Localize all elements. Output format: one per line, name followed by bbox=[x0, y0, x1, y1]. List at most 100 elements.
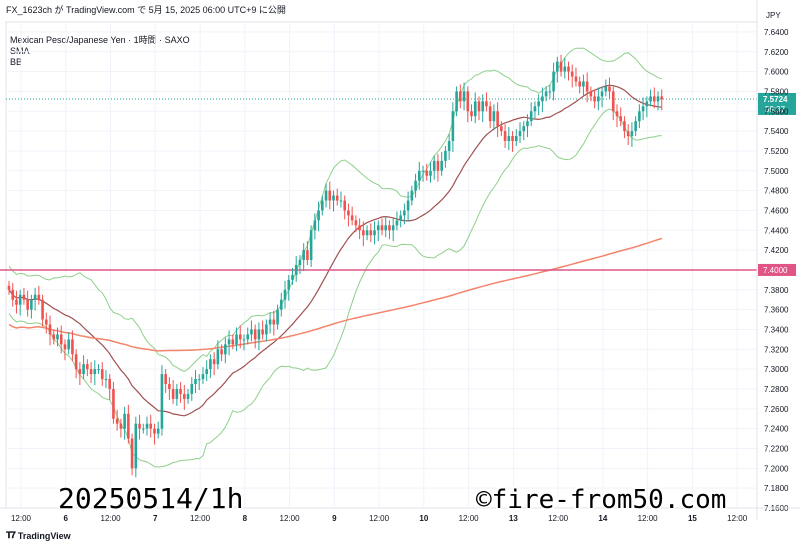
candle-body bbox=[335, 195, 339, 201]
date-watermark: 20250514/1h bbox=[58, 482, 243, 515]
candle-body bbox=[317, 210, 320, 221]
candle-body bbox=[376, 225, 380, 231]
candle-body bbox=[112, 388, 115, 419]
candle-body bbox=[656, 96, 660, 102]
x-tick-label: 15 bbox=[688, 514, 697, 523]
candle-body bbox=[526, 121, 529, 127]
candle-body bbox=[485, 101, 488, 107]
candle-body bbox=[156, 428, 160, 434]
candle-body bbox=[529, 111, 533, 122]
candle-body bbox=[48, 324, 52, 335]
x-tick-label: 12:00 bbox=[459, 514, 480, 523]
candle-body bbox=[190, 384, 194, 394]
candle-body bbox=[444, 150, 447, 161]
candle-body bbox=[556, 61, 559, 72]
candle-body bbox=[123, 413, 126, 429]
candle-body bbox=[15, 299, 18, 305]
candle-body bbox=[544, 91, 548, 97]
chart-legend: Mexican Peso/Japanese Yen · 1時間 · SAXO S… bbox=[10, 35, 190, 68]
y-tick-label: 7.4400 bbox=[764, 226, 789, 235]
candle-body bbox=[104, 379, 108, 381]
candle-body bbox=[477, 101, 481, 112]
y-tick-label: 7.1800 bbox=[764, 484, 789, 493]
candle-body bbox=[231, 339, 235, 345]
y-tick-label: 7.4800 bbox=[764, 187, 789, 196]
candle-body bbox=[18, 294, 22, 305]
candle-body bbox=[597, 96, 600, 102]
candle-body bbox=[261, 329, 264, 335]
candle-body bbox=[630, 131, 634, 137]
candle-body bbox=[388, 225, 391, 231]
candle-body bbox=[548, 91, 552, 93]
indicator-bb[interactable]: BB bbox=[10, 57, 23, 67]
candle-body bbox=[421, 170, 425, 172]
candle-body bbox=[283, 289, 287, 300]
sma-line bbox=[8, 84, 662, 417]
y-tick-label: 7.2600 bbox=[764, 405, 789, 414]
candle-body bbox=[391, 225, 395, 231]
candle-body bbox=[455, 91, 458, 112]
currency-label: JPY bbox=[766, 11, 781, 20]
candle-body bbox=[179, 388, 182, 394]
candle-body bbox=[567, 66, 570, 72]
candles bbox=[7, 54, 664, 478]
candle-body bbox=[272, 319, 276, 325]
candle-body bbox=[350, 215, 354, 221]
candle-body bbox=[514, 136, 518, 142]
copyright-watermark: ©fire-from50.com bbox=[476, 485, 726, 515]
indicator-sma[interactable]: SMA bbox=[10, 46, 30, 56]
candle-body bbox=[108, 379, 112, 389]
candle-body bbox=[578, 81, 581, 87]
candle-body bbox=[496, 111, 499, 127]
x-tick-label: 13 bbox=[509, 514, 518, 523]
last-price-tag bbox=[758, 92, 796, 115]
candle-body bbox=[343, 200, 346, 211]
candle-body bbox=[481, 101, 485, 112]
candle-body bbox=[429, 170, 432, 176]
candle-body bbox=[41, 299, 44, 320]
y-tick-label: 7.5200 bbox=[764, 147, 789, 156]
x-tick-label: 6 bbox=[64, 514, 69, 523]
level-tag-label: 7.4000 bbox=[763, 266, 788, 275]
candle-body bbox=[660, 96, 664, 100]
candle-body bbox=[418, 170, 421, 181]
candle-body bbox=[634, 121, 637, 132]
candle-body bbox=[559, 61, 563, 72]
y-tick-label: 7.2000 bbox=[764, 464, 789, 473]
candle-body bbox=[257, 329, 261, 340]
symbol-title[interactable]: Mexican Peso/Japanese Yen · 1時間 · SAXO bbox=[10, 35, 190, 45]
candle-body bbox=[93, 369, 97, 375]
candle-body bbox=[164, 374, 167, 385]
candle-body bbox=[67, 339, 70, 350]
candle-body bbox=[227, 339, 231, 345]
candle-body bbox=[175, 388, 179, 399]
candle-body bbox=[294, 265, 298, 275]
y-tick-label: 7.5600 bbox=[764, 107, 789, 116]
y-tick-label: 7.3600 bbox=[764, 306, 789, 315]
candle-body bbox=[507, 136, 511, 142]
candle-body bbox=[492, 111, 496, 122]
candle-body bbox=[395, 220, 399, 226]
candle-body bbox=[149, 423, 153, 429]
candle-body bbox=[500, 126, 503, 132]
candle-body bbox=[574, 76, 578, 82]
candle-body bbox=[324, 190, 328, 201]
candle-body bbox=[641, 106, 645, 112]
footer[interactable]: 𝐓𝟕 TradingView bbox=[6, 530, 71, 541]
candle-body bbox=[410, 190, 414, 201]
candle-body bbox=[447, 141, 451, 151]
candle-body bbox=[89, 369, 93, 375]
candle-body bbox=[235, 334, 238, 345]
candle-body bbox=[649, 96, 652, 102]
y-tick-label: 7.3800 bbox=[764, 286, 789, 295]
candle-body bbox=[541, 96, 544, 102]
candle-body bbox=[537, 101, 540, 107]
candle-body bbox=[626, 131, 630, 137]
candle-body bbox=[100, 369, 104, 380]
candle-body bbox=[399, 215, 402, 221]
long-ma-line bbox=[8, 237, 663, 352]
candle-body bbox=[451, 111, 455, 142]
candle-body bbox=[224, 344, 227, 355]
